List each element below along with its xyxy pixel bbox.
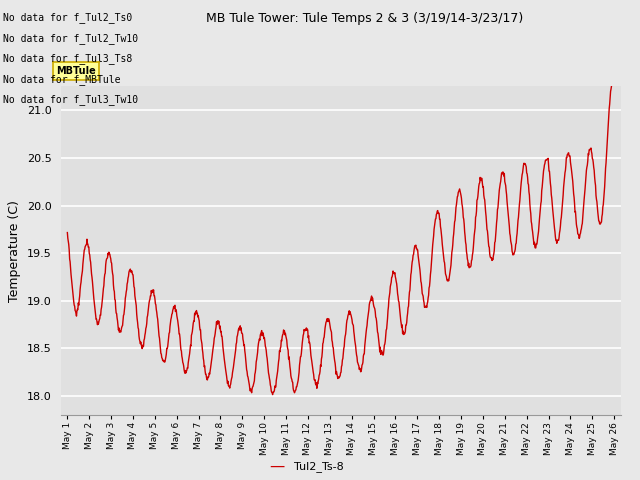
Text: MB Tule Tower: Tule Temps 2 & 3 (3/19/14-3/23/17): MB Tule Tower: Tule Temps 2 & 3 (3/19/14… [206,12,524,25]
Y-axis label: Temperature (C): Temperature (C) [8,200,22,302]
Text: No data for f_Tul3_Ts8: No data for f_Tul3_Ts8 [3,53,132,64]
Text: No data for f_Tul2_Tw10: No data for f_Tul2_Tw10 [3,33,138,44]
Text: —: — [269,459,284,474]
Text: Tul2_Ts-8: Tul2_Ts-8 [294,461,344,472]
Text: No data for f_Tul2_Ts0: No data for f_Tul2_Ts0 [3,12,132,23]
Text: MBTule: MBTule [56,66,96,76]
Text: No data for f_MBTule: No data for f_MBTule [3,74,121,85]
Text: No data for f_Tul3_Tw10: No data for f_Tul3_Tw10 [3,95,138,106]
